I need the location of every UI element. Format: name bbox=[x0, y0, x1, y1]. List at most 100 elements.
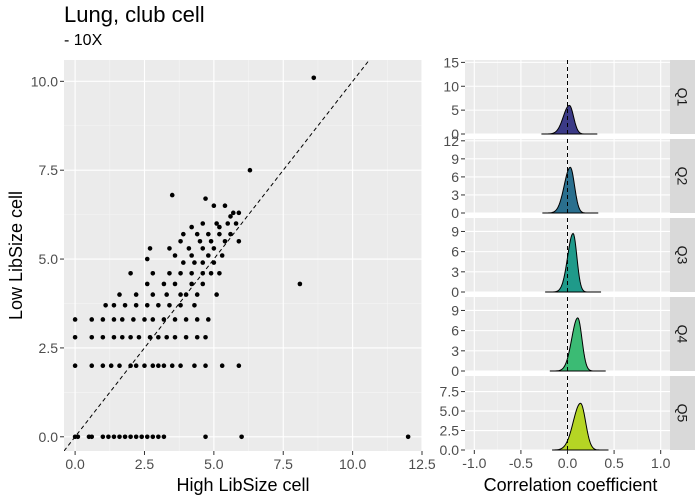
density-y-tick-label: 2.5 bbox=[440, 423, 460, 439]
scatter-y-tick-label: 5.0 bbox=[39, 251, 59, 267]
density-curve-q1 bbox=[541, 104, 598, 135]
scatter-point bbox=[89, 334, 95, 340]
scatter-point bbox=[189, 270, 194, 276]
scatter-point bbox=[178, 363, 183, 368]
facet-strip bbox=[670, 60, 695, 134]
facet-strip bbox=[670, 218, 695, 292]
scatter-point bbox=[194, 231, 200, 237]
scatter-point bbox=[142, 317, 147, 322]
scatter-point bbox=[217, 270, 222, 276]
scatter-point bbox=[208, 270, 214, 276]
scatter-point bbox=[133, 363, 139, 368]
scatter-point bbox=[186, 246, 192, 251]
scatter-point bbox=[100, 363, 106, 368]
facet-label-q5: Q5 bbox=[675, 404, 691, 423]
scatter-point bbox=[203, 196, 208, 201]
scatter-point bbox=[117, 292, 122, 297]
scatter-point bbox=[161, 317, 167, 322]
scatter-point bbox=[206, 253, 211, 258]
density-x-tick-label: -1.0 bbox=[462, 455, 486, 471]
scatter-point bbox=[131, 317, 136, 322]
scatter-point bbox=[181, 231, 186, 237]
density-y-tick-label: 6 bbox=[451, 169, 459, 185]
scatter-point bbox=[169, 363, 175, 368]
scatter-point bbox=[203, 363, 208, 368]
scatter-point bbox=[106, 434, 111, 440]
density-y-tick-label: 3 bbox=[451, 187, 459, 203]
scatter-point bbox=[311, 75, 317, 81]
scatter-point bbox=[230, 210, 236, 216]
scatter-point bbox=[219, 363, 225, 368]
scatter-point bbox=[214, 221, 219, 226]
scatter-x-tick-label: 7.5 bbox=[274, 456, 294, 472]
scatter-point bbox=[200, 221, 206, 226]
scatter-point bbox=[178, 292, 183, 297]
scatter-point bbox=[100, 317, 106, 322]
scatter-point bbox=[178, 270, 183, 276]
scatter-point bbox=[200, 246, 206, 251]
scatter-point bbox=[172, 317, 178, 322]
density-x-axis-label: Correlation coefficient bbox=[484, 475, 658, 495]
scatter-point bbox=[219, 253, 225, 258]
scatter-point bbox=[144, 281, 150, 287]
density-x-tick-label: 0.0 bbox=[558, 455, 578, 471]
scatter-point bbox=[133, 434, 139, 440]
density-y-tick-label: 15 bbox=[443, 54, 459, 70]
scatter-point bbox=[172, 253, 178, 258]
scatter-point bbox=[194, 317, 200, 322]
scatter-point bbox=[181, 260, 186, 265]
scatter-point bbox=[189, 224, 194, 230]
scatter-point bbox=[89, 434, 95, 440]
density-y-tick-label: 12 bbox=[443, 133, 459, 149]
facet-label-q2: Q2 bbox=[675, 167, 691, 186]
scatter-point bbox=[150, 270, 156, 276]
facet-label-q4: Q4 bbox=[675, 325, 691, 344]
scatter-point bbox=[183, 334, 189, 340]
scatter-point bbox=[200, 260, 206, 265]
scatter-y-tick-label: 10.0 bbox=[31, 73, 58, 89]
scatter-point bbox=[228, 214, 233, 219]
chart-subtitle: - 10X bbox=[64, 32, 103, 49]
scatter-point bbox=[206, 317, 211, 322]
scatter-point bbox=[164, 334, 169, 340]
density-y-tick-label: 6 bbox=[451, 323, 459, 339]
scatter-point bbox=[197, 238, 203, 244]
scatter-point bbox=[72, 363, 78, 368]
scatter-point bbox=[133, 302, 139, 308]
scatter-point bbox=[194, 292, 200, 297]
scatter-point bbox=[142, 363, 147, 368]
scatter-point bbox=[189, 253, 194, 258]
scatter-point bbox=[172, 281, 178, 287]
scatter-point bbox=[194, 334, 200, 340]
scatter-point bbox=[72, 334, 78, 340]
scatter-point bbox=[164, 292, 169, 297]
scatter-x-tick-label: 10.0 bbox=[339, 456, 366, 472]
density-y-tick-label: 0.0 bbox=[440, 442, 460, 458]
scatter-point bbox=[233, 221, 239, 226]
scatter-point bbox=[100, 334, 106, 340]
scatter-y-tick-label: 7.5 bbox=[39, 162, 59, 178]
scatter-point bbox=[133, 292, 139, 297]
scatter-point bbox=[111, 302, 117, 308]
density-curve-q2 bbox=[542, 166, 599, 214]
scatter-point bbox=[150, 434, 156, 440]
scatter-point bbox=[122, 302, 128, 308]
scatter-point bbox=[128, 334, 133, 340]
scatter-y-axis-label: Low LibSize cell bbox=[6, 191, 26, 320]
scatter-point bbox=[111, 334, 117, 340]
facet-strip bbox=[670, 297, 695, 371]
scatter-point bbox=[228, 231, 233, 237]
chart-title: Lung, club cell bbox=[64, 2, 205, 27]
density-curve-q5 bbox=[552, 402, 609, 451]
scatter-point bbox=[161, 363, 167, 368]
scatter-x-tick-label: 5.0 bbox=[204, 456, 224, 472]
density-curve-q4 bbox=[549, 317, 606, 372]
scatter-point bbox=[167, 246, 172, 251]
scatter-point bbox=[200, 281, 206, 287]
scatter-point bbox=[217, 231, 222, 237]
scatter-point bbox=[128, 363, 133, 368]
facet-strip bbox=[670, 376, 695, 450]
scatter-point bbox=[222, 203, 228, 209]
scatter-point bbox=[147, 246, 153, 251]
